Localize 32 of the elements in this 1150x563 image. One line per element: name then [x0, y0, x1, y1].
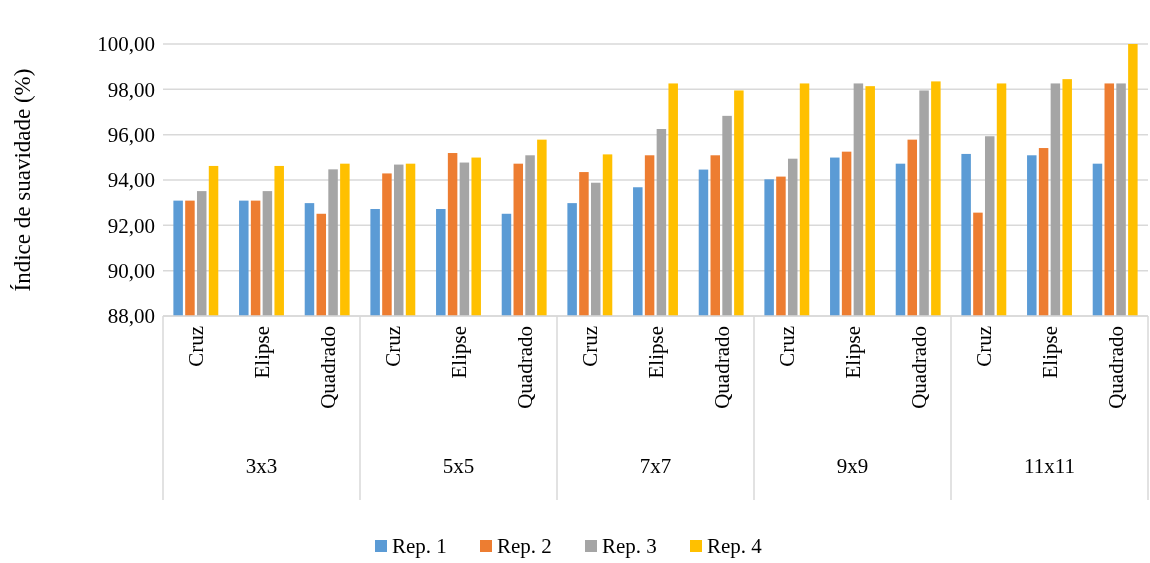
legend-label: Rep. 3	[602, 534, 657, 559]
y-tick-label: 96,00	[107, 123, 155, 148]
y-tick-label: 88,00	[107, 304, 155, 329]
y-tick-label: 94,00	[107, 168, 155, 193]
legend-label: Rep. 1	[392, 534, 447, 559]
x-tick-label: Quadrado	[709, 326, 734, 409]
text: 11x11	[1024, 454, 1075, 479]
x-tick-label: Elipse	[840, 326, 865, 379]
legend-label: Rep. 4	[707, 534, 763, 559]
x-tick-label: Quadrado	[512, 326, 537, 409]
x-tick-label: Elipse	[1037, 326, 1062, 379]
x-tick-label: Cruz	[184, 326, 209, 367]
x-tick-label: Quadrado	[315, 326, 340, 409]
x-tick-label: Quadrado	[906, 326, 931, 409]
y-tick-label: 90,00	[107, 259, 155, 284]
y-tick-label: 100,00	[97, 32, 155, 57]
text: 7x7	[639, 454, 672, 479]
x-tick-label: Cruz	[381, 326, 406, 367]
x-tick-label: Elipse	[643, 326, 668, 379]
x-tick-label: Cruz	[578, 326, 603, 367]
x-tick-label: Elipse	[249, 326, 274, 379]
text: 9x9	[836, 454, 869, 479]
x-tick-label: Cruz	[972, 326, 997, 367]
y-axis-title: Índice de suavidade (%)	[10, 68, 35, 292]
y-tick-label: 98,00	[107, 77, 155, 102]
legend-label: Rep. 2	[497, 534, 552, 559]
text: 3x3	[245, 454, 278, 479]
text: 5x5	[442, 454, 475, 479]
x-tick-label: Elipse	[446, 326, 471, 379]
x-tick-label: Cruz	[775, 326, 800, 367]
x-tick-label: Quadrado	[1103, 326, 1128, 409]
y-tick-label: 92,00	[107, 213, 155, 238]
